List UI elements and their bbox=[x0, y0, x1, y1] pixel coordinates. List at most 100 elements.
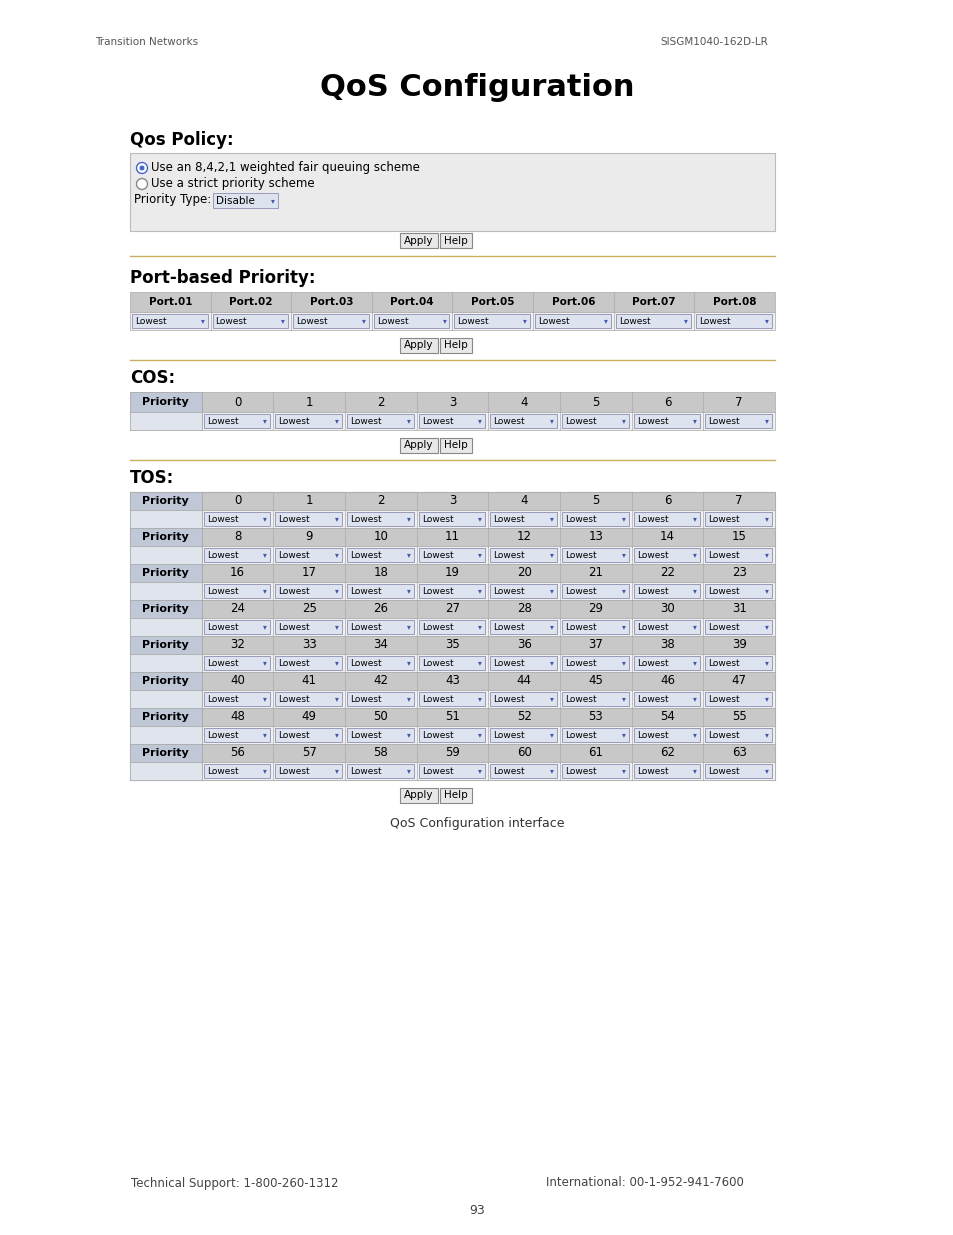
Bar bbox=[130, 153, 774, 231]
Text: 33: 33 bbox=[301, 638, 316, 652]
Bar bbox=[704, 584, 771, 598]
Bar bbox=[130, 492, 774, 781]
Text: ▾: ▾ bbox=[477, 515, 482, 524]
Bar bbox=[203, 727, 270, 742]
Text: ▾: ▾ bbox=[477, 694, 482, 704]
Text: 61: 61 bbox=[588, 746, 602, 760]
Text: ▾: ▾ bbox=[263, 551, 267, 559]
Text: 52: 52 bbox=[517, 710, 531, 724]
Bar bbox=[132, 314, 208, 329]
Text: 60: 60 bbox=[517, 746, 531, 760]
Text: ▾: ▾ bbox=[263, 515, 267, 524]
Text: 31: 31 bbox=[731, 603, 746, 615]
Bar bbox=[704, 548, 771, 562]
Bar bbox=[130, 391, 201, 412]
Text: Lowest: Lowest bbox=[564, 730, 596, 740]
Text: ▾: ▾ bbox=[271, 196, 274, 205]
Text: 62: 62 bbox=[659, 746, 675, 760]
Bar bbox=[633, 764, 700, 778]
Text: ▾: ▾ bbox=[693, 416, 697, 426]
Text: 14: 14 bbox=[659, 531, 675, 543]
Text: Lowest: Lowest bbox=[135, 316, 167, 326]
Text: Lowest: Lowest bbox=[278, 730, 310, 740]
Text: Lowest: Lowest bbox=[278, 622, 310, 631]
Text: Lowest: Lowest bbox=[278, 515, 310, 524]
Bar bbox=[203, 764, 270, 778]
Bar bbox=[418, 727, 485, 742]
Bar bbox=[130, 762, 774, 781]
Bar bbox=[130, 672, 774, 690]
Text: 1: 1 bbox=[305, 395, 313, 409]
Text: Use an 8,4,2,1 weighted fair queuing scheme: Use an 8,4,2,1 weighted fair queuing sch… bbox=[151, 162, 419, 174]
Text: ▾: ▾ bbox=[361, 316, 365, 326]
Text: Help: Help bbox=[444, 236, 467, 246]
Text: 3: 3 bbox=[448, 494, 456, 508]
Text: ▾: ▾ bbox=[442, 316, 446, 326]
Bar bbox=[347, 620, 414, 634]
Text: Lowest: Lowest bbox=[707, 587, 740, 595]
Text: 56: 56 bbox=[230, 746, 245, 760]
Text: ▾: ▾ bbox=[335, 658, 338, 667]
Text: ▾: ▾ bbox=[263, 767, 267, 776]
Bar bbox=[130, 564, 774, 582]
Text: Lowest: Lowest bbox=[207, 658, 238, 667]
Bar bbox=[130, 708, 774, 726]
Bar bbox=[561, 727, 628, 742]
Bar bbox=[130, 582, 774, 600]
Bar bbox=[130, 690, 774, 708]
Text: Lowest: Lowest bbox=[707, 730, 740, 740]
Text: 28: 28 bbox=[517, 603, 531, 615]
Text: 46: 46 bbox=[659, 674, 675, 688]
Bar bbox=[633, 513, 700, 526]
Text: ▾: ▾ bbox=[550, 622, 554, 631]
Bar bbox=[347, 692, 414, 706]
Text: Port-based Priority:: Port-based Priority: bbox=[130, 269, 315, 287]
Text: TOS:: TOS: bbox=[130, 469, 174, 487]
Text: ▾: ▾ bbox=[693, 622, 697, 631]
Text: Lowest: Lowest bbox=[564, 515, 596, 524]
Bar bbox=[130, 291, 774, 312]
Bar bbox=[130, 412, 201, 430]
Text: Priority: Priority bbox=[142, 604, 189, 614]
Text: 45: 45 bbox=[588, 674, 602, 688]
Bar bbox=[633, 656, 700, 671]
Text: ▾: ▾ bbox=[335, 622, 338, 631]
Text: Lowest: Lowest bbox=[493, 730, 524, 740]
Bar bbox=[704, 620, 771, 634]
Circle shape bbox=[139, 165, 144, 170]
Bar bbox=[490, 620, 557, 634]
Bar bbox=[130, 726, 201, 743]
Text: ▾: ▾ bbox=[764, 587, 768, 595]
Bar bbox=[399, 438, 437, 453]
Bar bbox=[561, 656, 628, 671]
Text: Lowest: Lowest bbox=[707, 416, 740, 426]
Text: Lowest: Lowest bbox=[707, 767, 740, 776]
Text: Lowest: Lowest bbox=[421, 551, 453, 559]
Text: ▾: ▾ bbox=[764, 416, 768, 426]
Bar bbox=[490, 656, 557, 671]
Bar bbox=[454, 314, 530, 329]
Text: Lowest: Lowest bbox=[207, 694, 238, 704]
Text: 42: 42 bbox=[373, 674, 388, 688]
Text: 24: 24 bbox=[230, 603, 245, 615]
Text: Port.02: Port.02 bbox=[229, 296, 273, 308]
Text: ▾: ▾ bbox=[550, 551, 554, 559]
Text: ▾: ▾ bbox=[263, 694, 267, 704]
Bar bbox=[633, 727, 700, 742]
Text: Lowest: Lowest bbox=[707, 515, 740, 524]
Text: 57: 57 bbox=[301, 746, 316, 760]
Text: ▾: ▾ bbox=[764, 316, 768, 326]
Text: 32: 32 bbox=[230, 638, 245, 652]
Bar bbox=[130, 510, 201, 529]
Text: ▾: ▾ bbox=[477, 622, 482, 631]
Text: 5: 5 bbox=[592, 494, 598, 508]
Bar bbox=[561, 548, 628, 562]
Text: 47: 47 bbox=[731, 674, 746, 688]
Text: 7: 7 bbox=[735, 395, 742, 409]
Text: Lowest: Lowest bbox=[207, 622, 238, 631]
Text: QoS Configuration: QoS Configuration bbox=[319, 74, 634, 103]
Text: Priority: Priority bbox=[142, 748, 189, 758]
Text: ▾: ▾ bbox=[263, 730, 267, 740]
Text: ▾: ▾ bbox=[621, 767, 625, 776]
Bar bbox=[696, 314, 771, 329]
